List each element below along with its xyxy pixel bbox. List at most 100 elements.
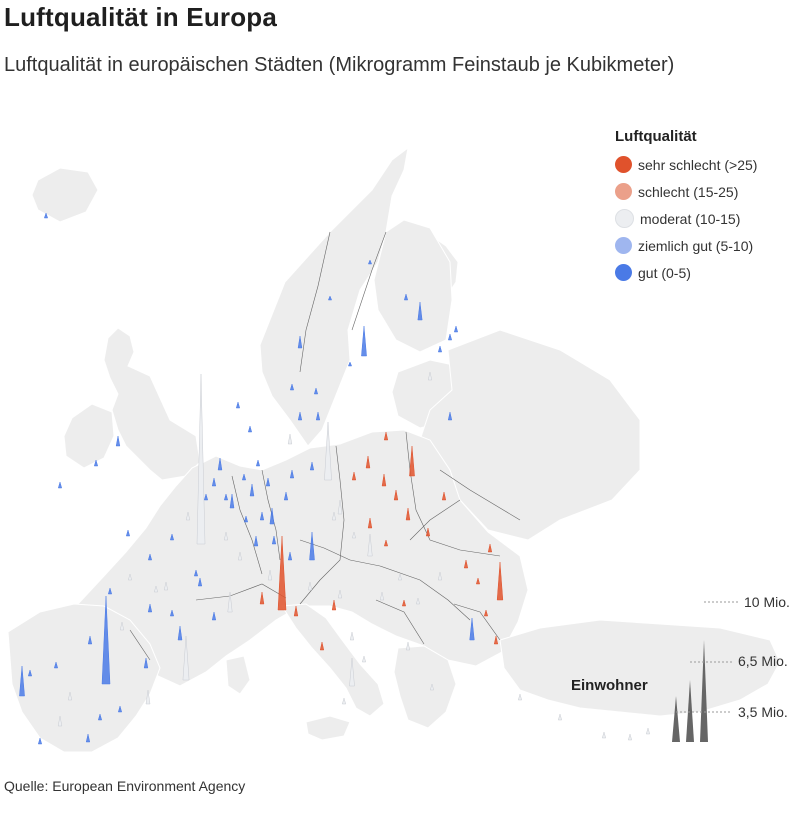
city-spike <box>97 713 103 721</box>
city-spike <box>361 655 367 663</box>
country-border <box>351 231 387 331</box>
city-spike <box>313 387 319 395</box>
country-border <box>453 603 501 641</box>
city-spike <box>87 635 93 645</box>
city-spike <box>367 259 373 265</box>
size-legend-spikes <box>672 601 738 742</box>
city-spike <box>283 491 289 501</box>
city-spike <box>324 421 332 481</box>
city-spike <box>37 737 43 745</box>
turkey-shape <box>499 619 781 717</box>
city-spike <box>463 559 469 569</box>
city-spike <box>127 573 133 581</box>
city-spike <box>309 461 315 471</box>
scandinavia-shape <box>259 146 409 447</box>
city-spike <box>496 561 504 601</box>
city-spike <box>309 531 315 561</box>
city-spike <box>265 477 271 487</box>
city-spike <box>267 569 273 581</box>
city-spike <box>196 373 206 545</box>
size-label-6-5-mio: 6,5 Mio. <box>738 653 788 669</box>
country-border <box>129 629 151 661</box>
great-britain-shape <box>103 327 201 481</box>
city-spike <box>349 657 355 687</box>
city-spike <box>185 511 191 521</box>
legend-label: gut (0-5) <box>638 264 691 281</box>
city-spike <box>405 641 411 651</box>
city-spike <box>115 435 121 447</box>
city-spike <box>557 713 563 721</box>
city-spike <box>297 335 303 349</box>
city-spike <box>143 657 149 669</box>
city-spike <box>331 511 337 521</box>
city-spike <box>493 635 499 645</box>
city-spike <box>349 631 355 641</box>
city-spike <box>163 581 169 591</box>
italy-shape <box>281 603 385 717</box>
city-spike <box>415 597 421 605</box>
city-spike <box>223 531 229 541</box>
city-spike <box>19 665 25 697</box>
city-spike <box>441 491 447 501</box>
legend-item-gut: gut (0-5) <box>615 259 757 286</box>
legend-label: sehr schlecht (>25) <box>638 156 758 173</box>
city-spike <box>223 493 229 501</box>
city-spike <box>401 599 407 607</box>
city-spike <box>253 535 259 547</box>
legend-label: moderat (10-15) <box>640 210 741 227</box>
city-spike <box>53 661 59 669</box>
city-spikes-layer <box>19 212 651 745</box>
iceland-shape <box>31 167 99 223</box>
city-spike <box>203 493 209 501</box>
ireland-shape <box>63 403 115 469</box>
city-spike <box>145 689 151 705</box>
page-title: Luftqualität in Europa <box>4 2 278 32</box>
city-spike <box>337 499 343 515</box>
legend-item-schlecht: schlecht (15-25) <box>615 178 757 205</box>
city-spike <box>169 609 175 617</box>
city-spike <box>287 433 293 445</box>
country-border <box>375 599 425 645</box>
city-spike <box>645 727 651 735</box>
city-spike <box>227 591 233 613</box>
size-label-3-5-mio: 3,5 Mio. <box>738 704 788 720</box>
city-spike <box>307 581 313 591</box>
city-spike <box>331 599 337 611</box>
city-spike <box>379 591 385 601</box>
legend-swatch <box>615 183 632 200</box>
country-border <box>439 469 521 521</box>
city-spike <box>93 459 99 467</box>
legend-swatch <box>615 264 632 281</box>
city-spike <box>437 345 443 353</box>
corsica-sardinia-shape <box>225 655 251 695</box>
city-spike <box>475 577 481 585</box>
country-border <box>405 431 501 557</box>
country-border <box>299 539 351 561</box>
city-spike <box>293 605 299 617</box>
city-spike <box>289 469 295 479</box>
finland-shape <box>373 219 453 353</box>
city-spike <box>271 535 277 545</box>
legend-label: schlecht (15-25) <box>638 183 739 200</box>
city-spike <box>397 573 403 581</box>
legend-swatch <box>615 209 634 228</box>
city-spike <box>43 212 49 219</box>
country-border <box>409 499 461 541</box>
size-spike <box>700 640 708 742</box>
city-spike <box>169 533 175 541</box>
city-spike <box>235 401 241 409</box>
iberia-shape <box>7 603 161 753</box>
city-spike <box>469 617 475 641</box>
page-subtitle: Luftqualität in europäischen Städten (Mi… <box>4 54 675 76</box>
greece-shape <box>393 645 457 729</box>
eastern-europe-shape <box>419 329 641 541</box>
city-spike <box>247 425 253 433</box>
city-spike <box>393 489 399 501</box>
city-spike <box>117 705 123 713</box>
sicily-shape <box>305 715 351 741</box>
city-spike <box>517 693 523 701</box>
city-spike <box>243 515 249 523</box>
country-border <box>299 231 331 373</box>
city-spike <box>249 483 255 497</box>
